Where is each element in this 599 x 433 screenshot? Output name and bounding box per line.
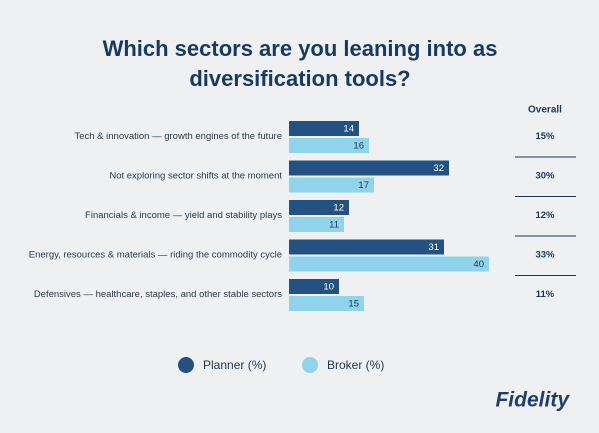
bar <box>289 256 489 272</box>
bar <box>289 138 369 153</box>
bar <box>289 121 359 136</box>
data-label: 31 <box>428 242 439 253</box>
bar <box>289 177 374 193</box>
category-label: Defensives — healthcare, staples, and ot… <box>34 289 282 300</box>
category-label: Tech & innovation — growth engines of th… <box>74 131 282 142</box>
category-label: Financials & income — yield and stabilit… <box>85 210 282 221</box>
bar <box>289 200 349 215</box>
data-label: 16 <box>353 141 364 152</box>
bar <box>289 217 344 232</box>
chart-title: Which sectors are you leaning into as di… <box>102 36 498 91</box>
bar <box>289 296 364 311</box>
category-label: Energy, resources & materials — riding t… <box>29 250 282 261</box>
data-label: 40 <box>473 259 484 270</box>
legend-label: Broker (%) <box>327 358 384 372</box>
category-label: Not exploring sector shifts at the momen… <box>109 171 282 182</box>
data-label: 10 <box>323 282 334 293</box>
data-label: 14 <box>343 124 354 135</box>
overall-value: 33% <box>535 250 555 261</box>
overall-header: Overall <box>528 105 562 116</box>
overall-value: 30% <box>535 171 555 182</box>
data-label: 11 <box>329 220 339 231</box>
overall-value: 12% <box>535 210 555 221</box>
data-label: 15 <box>348 299 359 310</box>
legend-label: Planner (%) <box>203 358 266 372</box>
data-label: 32 <box>433 163 444 174</box>
bar <box>289 160 449 176</box>
bar <box>289 239 444 255</box>
overall-value: 15% <box>535 131 555 142</box>
data-label: 12 <box>333 203 344 214</box>
legend-swatch <box>178 357 194 373</box>
brand-logo: Fidelity <box>495 389 570 412</box>
legend-swatch <box>302 357 318 373</box>
data-label: 17 <box>358 180 369 191</box>
bar <box>289 279 339 294</box>
overall-value: 11% <box>536 289 555 300</box>
